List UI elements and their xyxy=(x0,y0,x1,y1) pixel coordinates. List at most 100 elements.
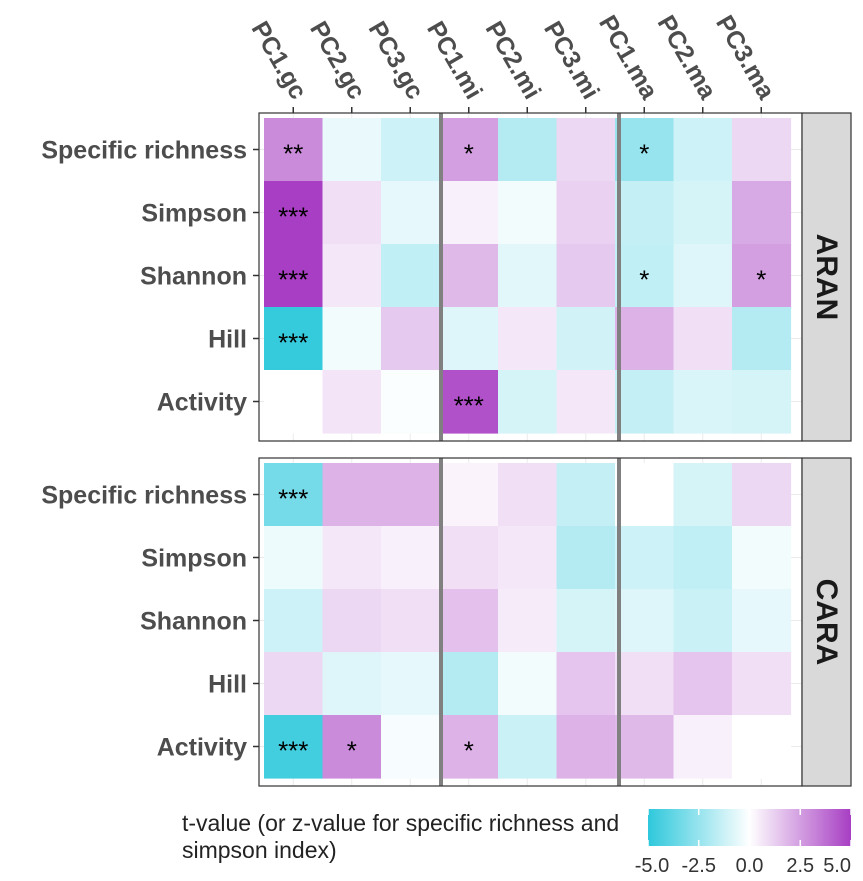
heatmap-cell xyxy=(732,307,792,371)
heatmap-cell xyxy=(498,526,558,590)
y-tick-label: Simpson xyxy=(141,545,247,573)
x-tick-label: PC1.mi xyxy=(421,17,488,104)
heatmap-cell xyxy=(381,589,441,653)
heatmap-cell xyxy=(322,244,382,308)
heatmap-cell xyxy=(322,463,382,527)
heatmap-cell xyxy=(732,118,792,182)
facet-strip-label: ARAN xyxy=(810,234,843,321)
heatmap-cell xyxy=(322,118,382,182)
heatmap-cell xyxy=(556,652,616,716)
legend-tick-label: 5.0 xyxy=(823,855,851,877)
heatmap-cell xyxy=(439,715,499,779)
heatmap-cell xyxy=(556,463,616,527)
heatmap-cell xyxy=(732,526,792,590)
x-tick-label: PC2.mi xyxy=(480,17,547,104)
heatmap-cell xyxy=(673,652,733,716)
x-tick-label: PC3.mi xyxy=(538,17,605,104)
significance-label: *** xyxy=(278,328,308,358)
heatmap-cell xyxy=(556,307,616,371)
heatmap-cell xyxy=(439,244,499,308)
heatmap-cell xyxy=(498,370,558,434)
x-tick-label: PC1.gc xyxy=(246,17,313,104)
heatmap-cell xyxy=(615,715,675,779)
y-tick-label: Hill xyxy=(208,671,247,699)
heatmap-cell xyxy=(673,307,733,371)
heatmap-cell xyxy=(556,370,616,434)
heatmap-cell xyxy=(732,181,792,245)
heatmap-cell xyxy=(498,181,558,245)
heatmap-cell xyxy=(322,589,382,653)
heatmap-cell xyxy=(673,244,733,308)
heatmap-cell xyxy=(673,589,733,653)
heatmap-cell xyxy=(264,244,324,308)
heatmap-cell xyxy=(322,526,382,590)
heatmap-cell xyxy=(381,463,441,527)
heatmap-cell xyxy=(556,244,616,308)
heatmap-cell xyxy=(615,463,675,527)
heatmap-cell xyxy=(498,463,558,527)
heatmap-cell xyxy=(439,307,499,371)
legend-tick-label: -2.5 xyxy=(682,855,716,877)
heatmap-cell xyxy=(498,307,558,371)
heatmap-cell xyxy=(439,526,499,590)
heatmap-cell xyxy=(556,589,616,653)
heatmap-cell xyxy=(381,118,441,182)
x-tick-label: PC2.gc xyxy=(304,17,371,104)
significance-label: * xyxy=(464,736,474,766)
heatmap-cell xyxy=(556,715,616,779)
heatmap-cell xyxy=(498,589,558,653)
heatmap-cell xyxy=(673,526,733,590)
heatmap-cell xyxy=(381,244,441,308)
significance-label: *** xyxy=(278,265,308,295)
legend-tick-label: 0.0 xyxy=(736,855,764,877)
heatmap-cell xyxy=(264,589,324,653)
significance-label: *** xyxy=(278,736,308,766)
heatmap-cell xyxy=(673,181,733,245)
heatmap-cell xyxy=(498,715,558,779)
heatmap-cell xyxy=(615,118,675,182)
heatmap-cell xyxy=(498,244,558,308)
y-tick-label: Hill xyxy=(208,326,247,354)
heatmap-cell xyxy=(615,589,675,653)
heatmap-cell xyxy=(615,652,675,716)
heatmap-cell xyxy=(439,589,499,653)
heatmap-cell xyxy=(322,307,382,371)
heatmap-cell xyxy=(381,307,441,371)
heatmap-cell xyxy=(615,244,675,308)
heatmap-cell xyxy=(264,526,324,590)
y-tick-label: Activity xyxy=(157,389,247,417)
significance-label: *** xyxy=(278,202,308,232)
heatmap-cell xyxy=(673,370,733,434)
heatmap-cell xyxy=(439,652,499,716)
heatmap-cell xyxy=(732,715,792,779)
heatmap-cell xyxy=(732,370,792,434)
legend-title: t-value (or z-value for specific richnes… xyxy=(182,810,620,863)
facet-strip-label: CARA xyxy=(810,579,843,666)
significance-label: * xyxy=(347,736,357,766)
heatmap-cell xyxy=(381,652,441,716)
x-tick-label: PC3.ma xyxy=(710,11,781,105)
heatmap-cell xyxy=(264,463,324,527)
heatmap-cell xyxy=(673,463,733,527)
y-tick-label: Simpson xyxy=(141,200,247,228)
heatmap-cell xyxy=(322,715,382,779)
heatmap-cell xyxy=(556,118,616,182)
x-tick-label: PC3.gc xyxy=(363,17,430,104)
heatmap-cell xyxy=(322,181,382,245)
heatmap-cell xyxy=(439,370,499,434)
heatmap-cell xyxy=(673,118,733,182)
heatmap-cell xyxy=(439,463,499,527)
heatmap-cell xyxy=(264,652,324,716)
heatmap-cell xyxy=(732,652,792,716)
heatmap-cell xyxy=(732,463,792,527)
heatmap-cell xyxy=(264,307,324,371)
y-tick-label: Specific richness xyxy=(41,482,247,510)
significance-label: ** xyxy=(283,139,303,169)
y-tick-label: Specific richness xyxy=(41,137,247,165)
y-tick-label: Shannon xyxy=(140,608,247,636)
heatmap-cell xyxy=(615,526,675,590)
heatmap-cell xyxy=(381,715,441,779)
